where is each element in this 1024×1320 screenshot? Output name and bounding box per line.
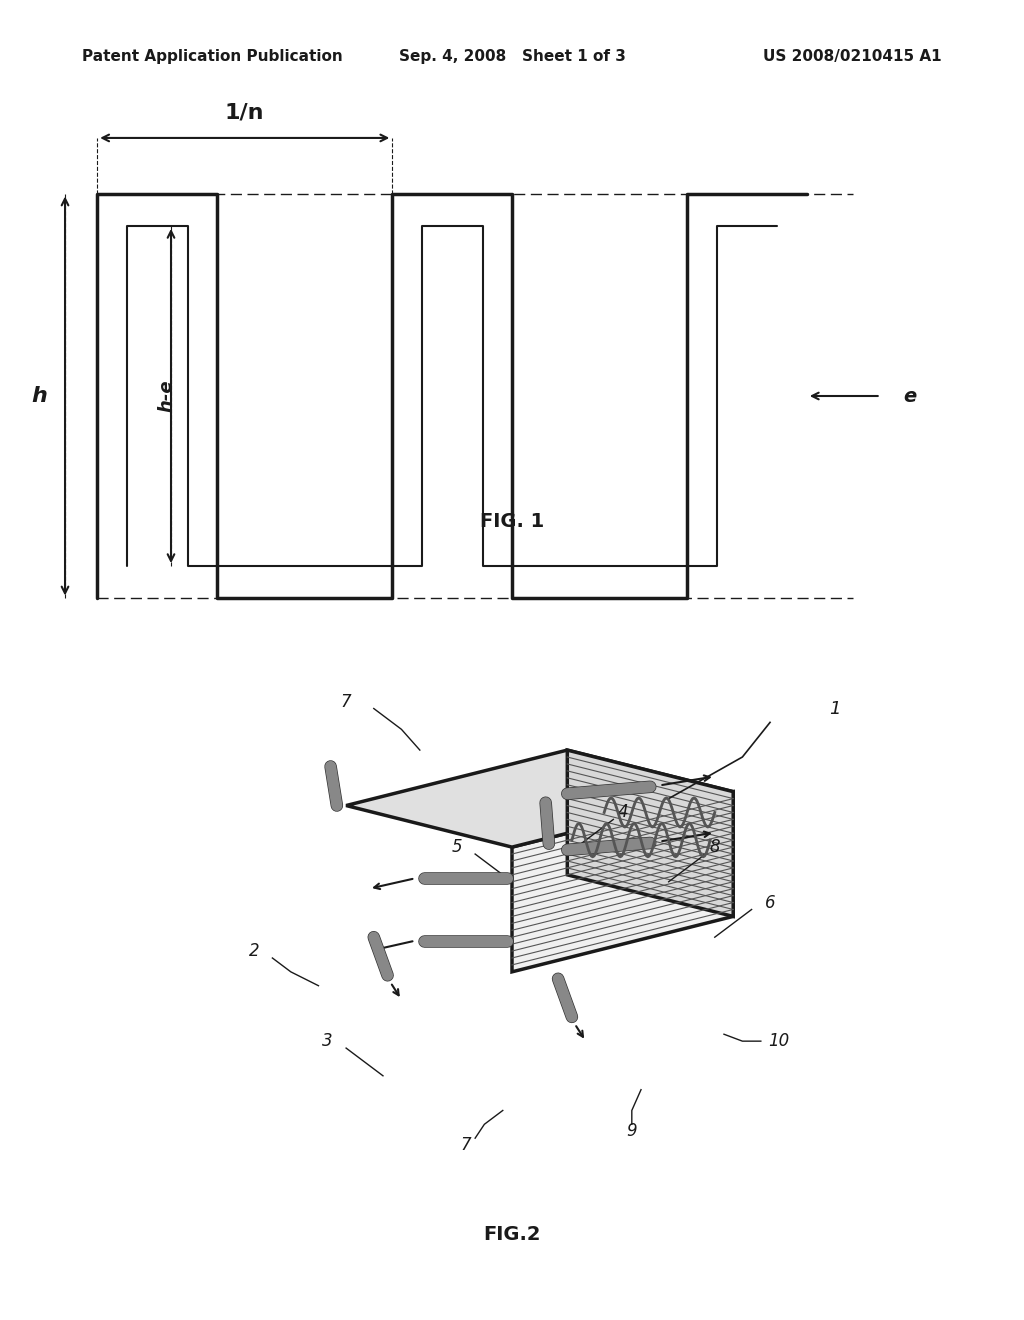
Text: Patent Application Publication: Patent Application Publication [82, 49, 343, 65]
Text: US 2008/0210415 A1: US 2008/0210415 A1 [764, 49, 942, 65]
Text: h: h [32, 385, 47, 407]
Text: FIG. 1: FIG. 1 [480, 512, 544, 531]
Text: e: e [904, 387, 916, 405]
Text: 5: 5 [452, 838, 462, 857]
Text: 10: 10 [769, 1032, 790, 1051]
Text: 7: 7 [461, 1137, 471, 1154]
Text: 9: 9 [627, 1122, 637, 1140]
Text: 7: 7 [341, 693, 351, 710]
Polygon shape [512, 792, 733, 972]
Polygon shape [346, 750, 733, 847]
Text: 1: 1 [828, 700, 841, 718]
Text: 8: 8 [710, 838, 720, 857]
Text: 4: 4 [617, 804, 628, 821]
Text: FIG.2: FIG.2 [483, 1225, 541, 1243]
Polygon shape [567, 750, 733, 916]
Text: 2: 2 [249, 942, 259, 960]
Text: 6: 6 [765, 894, 775, 912]
Text: Sep. 4, 2008   Sheet 1 of 3: Sep. 4, 2008 Sheet 1 of 3 [398, 49, 626, 65]
Text: h-e: h-e [158, 380, 175, 412]
Text: 3: 3 [323, 1032, 333, 1051]
Text: 1/n: 1/n [225, 103, 264, 123]
